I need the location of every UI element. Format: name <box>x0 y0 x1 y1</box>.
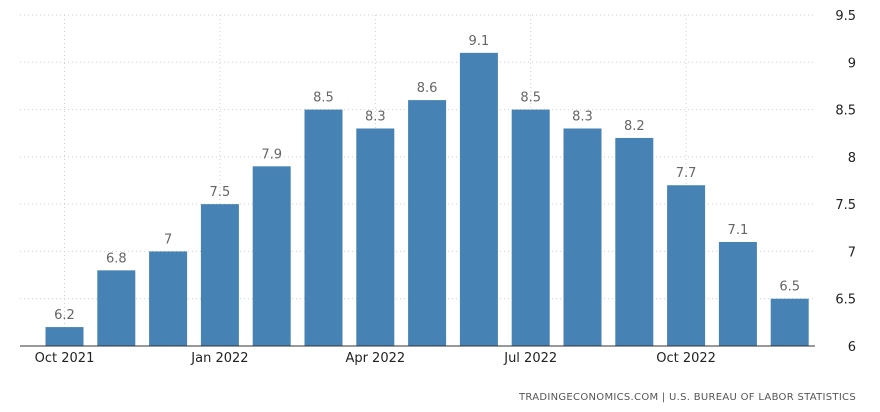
bar <box>97 270 136 346</box>
data-label: 7 <box>164 232 172 247</box>
data-label: 8.3 <box>365 109 386 124</box>
bar <box>667 185 706 346</box>
data-label: 9.1 <box>469 34 490 49</box>
data-label: 8.2 <box>624 119 645 134</box>
bar <box>511 109 550 346</box>
bar <box>459 52 498 346</box>
bar <box>356 128 395 346</box>
y-axis-ticks: 6 6.5 7 7.5 8 8.5 9 9.5 <box>835 9 856 355</box>
data-label: 6.8 <box>106 251 127 266</box>
data-labels: 6.2 6.8 7 7.5 7.9 8.5 8.3 8.6 9.1 8.5 8.3 8.2 7.7 7.1… <box>54 34 800 323</box>
data-label: 8.5 <box>313 91 334 106</box>
bar <box>252 166 291 346</box>
y-tick-label: 6 <box>848 340 856 355</box>
bars <box>45 52 809 346</box>
bar <box>200 204 239 346</box>
bar <box>408 100 447 346</box>
x-tick-label: Jan 2022 <box>190 351 248 366</box>
y-tick-label: 8.5 <box>835 104 856 119</box>
data-label: 7.5 <box>210 185 231 200</box>
data-label: 7.9 <box>261 147 282 162</box>
y-tick-label: 8 <box>848 151 856 166</box>
y-tick-label: 7 <box>848 245 856 260</box>
bar <box>563 128 602 346</box>
x-axis-ticks: Oct 2021 Jan 2022 Apr 2022 Jul 2022 Oct 2022 <box>35 351 716 366</box>
x-tick-label: Oct 2022 <box>656 351 716 366</box>
y-tick-label: 7.5 <box>835 198 856 213</box>
data-label: 8.3 <box>572 109 593 124</box>
bar <box>45 327 84 346</box>
source-credit: TRADINGECONOMICS.COM | U.S. BUREAU OF LA… <box>518 392 856 403</box>
data-label: 8.6 <box>417 81 438 96</box>
data-label: 8.5 <box>520 91 541 106</box>
data-label: 7.7 <box>676 166 697 181</box>
data-label: 6.2 <box>54 308 75 323</box>
x-tick-label: Jul 2022 <box>503 351 557 366</box>
y-tick-label: 9 <box>848 56 856 71</box>
bar <box>149 251 188 346</box>
bar <box>770 298 809 346</box>
x-tick-label: Apr 2022 <box>345 351 405 366</box>
bar <box>304 109 343 346</box>
x-tick-label: Oct 2021 <box>35 351 95 366</box>
bar <box>718 241 757 346</box>
data-label: 6.5 <box>779 280 800 295</box>
y-tick-label: 9.5 <box>835 9 856 24</box>
y-tick-label: 6.5 <box>835 293 856 308</box>
bar <box>615 137 654 346</box>
data-label: 7.1 <box>728 223 749 238</box>
